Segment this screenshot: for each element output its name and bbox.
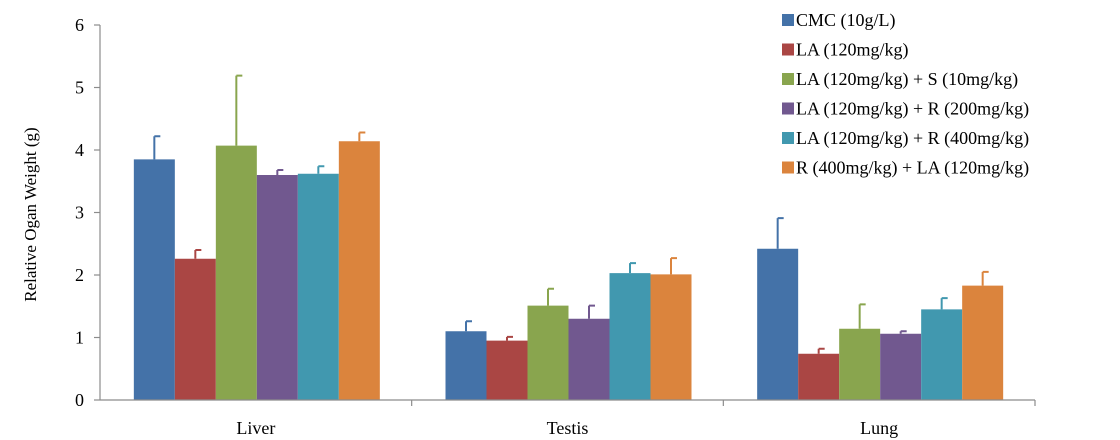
bar (133, 159, 175, 400)
bar (486, 340, 528, 400)
bar (609, 273, 651, 400)
legend: CMC (10g/L) LA (120mg/kg) LA (120mg/kg) + … (782, 10, 1029, 179)
legend-label: LA (120mg/kg) + S (10mg/kg) (796, 69, 1018, 90)
bar (256, 175, 298, 400)
legend-label: CMC (10g/L) (796, 10, 896, 31)
legend-label: LA (120mg/kg) + R (400mg/kg) (796, 128, 1029, 149)
legend-swatch (782, 161, 794, 174)
bar (962, 285, 1004, 400)
legend-swatch (782, 14, 794, 26)
bar (527, 305, 569, 400)
bar (880, 333, 922, 400)
bar (757, 248, 799, 400)
legend-swatch (782, 132, 794, 144)
bar (798, 353, 840, 400)
bar (650, 274, 692, 400)
bar (338, 141, 380, 400)
y-tick-label: 0 (75, 390, 84, 410)
bar (174, 258, 216, 400)
y-axis-title: Relative Ogan Weight (g) (21, 127, 40, 301)
x-ticks: Liver Testis Lung (236, 400, 1036, 438)
x-tick-label: Testis (547, 418, 589, 438)
x-tick-label: Lung (860, 418, 898, 438)
legend-label: LA (120mg/kg) (796, 40, 909, 61)
bar (921, 309, 963, 400)
y-tick-label: 5 (75, 78, 84, 98)
y-tick-label: 1 (75, 328, 84, 348)
error-bars (153, 74, 989, 354)
y-tick-label: 3 (75, 203, 84, 223)
bar (297, 173, 339, 400)
y-tick-label: 6 (75, 15, 84, 35)
legend-swatch (782, 102, 794, 115)
legend-label: LA (120mg/kg) + R (200mg/kg) (796, 99, 1029, 120)
y-tick-label: 2 (75, 265, 84, 285)
bar (215, 145, 257, 400)
x-tick-label: Liver (236, 418, 275, 438)
y-axis-title-group: Relative Ogan Weight (g) (21, 127, 40, 301)
legend-label: R (400mg/kg) + LA (120mg/kg) (796, 158, 1029, 179)
y-tick-label: 4 (75, 140, 84, 160)
bar (839, 328, 881, 400)
legend-swatch (782, 43, 794, 56)
bars (133, 141, 1004, 400)
bar (445, 331, 487, 400)
bar (568, 318, 610, 400)
y-ticks: 0 1 2 3 4 5 6 (75, 15, 100, 410)
legend-swatch (782, 73, 794, 85)
